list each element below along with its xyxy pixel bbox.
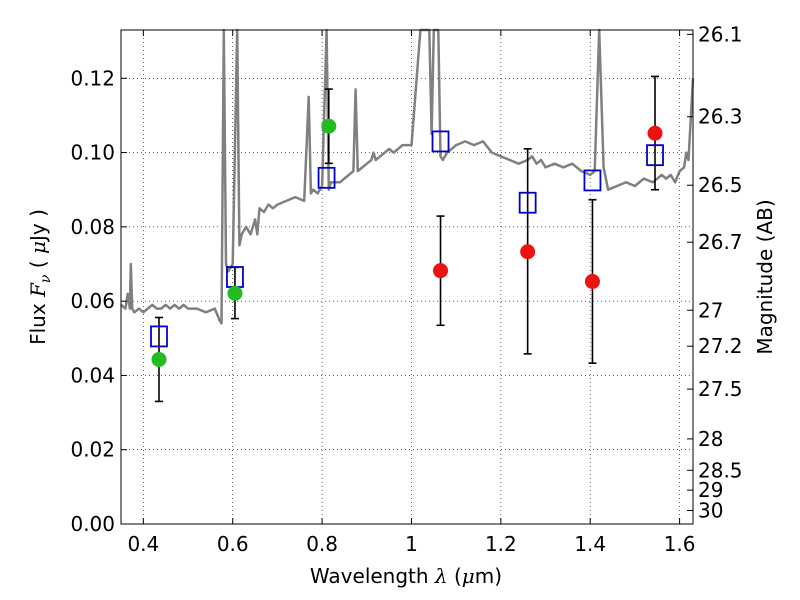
model-spectrum-line — [120, 28, 695, 325]
y-tick-label: 0.08 — [70, 215, 115, 239]
red-data-point — [520, 244, 536, 260]
model-square-marker — [431, 130, 450, 153]
green-data-point — [227, 285, 243, 301]
red-data-point — [647, 125, 663, 141]
tick-labels: 0.4 0.6 0.8 1 1.2 1.4 1.6 0.00 0.02 0.04 0.06 0.08 0… — [70, 22, 742, 556]
y-axis-label: Flux Fν ( μJy ) — [26, 209, 54, 345]
green-data-point — [321, 118, 337, 134]
x-tick-label: 1.4 — [574, 532, 606, 556]
y2-tick-label: 26.7 — [698, 230, 743, 254]
y2-tick-label: 30 — [698, 499, 723, 523]
model-square-marker — [317, 166, 336, 189]
y2-tick-label: 26.1 — [698, 22, 743, 46]
x-tick-label: 1.2 — [485, 532, 517, 556]
y2-axis-label: Magnitude (AB) — [753, 199, 777, 354]
y2-tick-label: 28 — [698, 427, 723, 451]
y-tick-label: 0.12 — [70, 66, 115, 90]
y-tick-label: 0.06 — [70, 289, 115, 313]
grid — [121, 30, 693, 525]
y-tick-label: 0.10 — [70, 141, 115, 165]
ticks — [121, 30, 693, 525]
x-tick-label: 1 — [405, 532, 418, 556]
model-square-marker — [646, 144, 664, 167]
data-points — [150, 118, 664, 367]
y-tick-label: 0.02 — [70, 438, 115, 462]
y2-tick-label: 27.5 — [698, 377, 743, 401]
y2-tick-label: 26.3 — [698, 105, 743, 129]
red-data-point — [584, 273, 600, 289]
y2-tick-label: 27.2 — [698, 334, 743, 358]
y2-tick-label: 29 — [698, 478, 723, 502]
x-tick-label: 0.4 — [127, 532, 159, 556]
model-square-marker — [150, 325, 168, 348]
red-data-point — [433, 263, 449, 279]
x-tick-label: 0.6 — [217, 532, 249, 556]
y2-tick-label: 26.5 — [698, 173, 743, 197]
y-tick-label: 0.04 — [70, 363, 115, 387]
y-tick-label: 0.00 — [70, 512, 115, 536]
model-square-marker — [518, 191, 537, 214]
plot-frame — [120, 29, 694, 525]
y2-tick-label: 27 — [698, 298, 723, 322]
green-data-point — [151, 351, 167, 367]
y2-tick-label: 28.5 — [698, 458, 743, 482]
x-tick-label: 1.6 — [664, 532, 696, 556]
error-bars — [154, 75, 660, 403]
x-tick-label: 0.8 — [306, 532, 338, 556]
model-spectrum-layer — [120, 28, 695, 325]
model-square-marker — [583, 169, 602, 192]
x-axis-label: Wavelength λ (μm) — [310, 564, 502, 588]
